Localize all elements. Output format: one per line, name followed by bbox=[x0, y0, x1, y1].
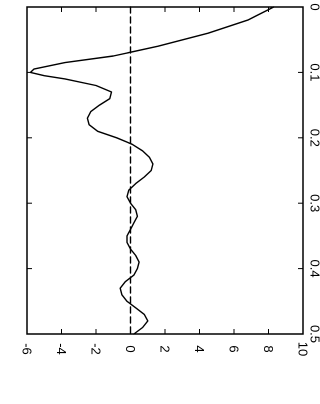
y-tick-label: -4 bbox=[54, 343, 69, 355]
y-tick-label: 4 bbox=[192, 345, 207, 352]
y-tick-label: 2 bbox=[158, 345, 173, 352]
x-tick-label: 0 bbox=[308, 3, 320, 10]
y-tick-label: 8 bbox=[261, 345, 276, 352]
y-tick-label: 10 bbox=[296, 342, 311, 356]
x-tick-label: 0.2 bbox=[308, 129, 320, 147]
y-tick-label: -6 bbox=[20, 343, 35, 355]
y-tick-label: 6 bbox=[227, 345, 242, 352]
x-tick-label: 0.3 bbox=[308, 194, 320, 212]
x-tick-label: 0.4 bbox=[308, 260, 320, 278]
series-layer bbox=[29, 6, 275, 335]
y-tick-label: -2 bbox=[89, 343, 104, 355]
axis-tick-labels: 0 0.1 0.2 0.3 0.4 0.510 8 6 4 2 0 -2 -4 -6 bbox=[20, 3, 320, 356]
signal-line bbox=[29, 6, 275, 335]
plot-frame bbox=[26, 6, 304, 335]
x-tick-label: 0.1 bbox=[308, 63, 320, 81]
x-tick-label: 0.5 bbox=[308, 325, 320, 343]
y-tick-label: 0 bbox=[123, 345, 138, 352]
axis-ticks bbox=[26, 6, 304, 335]
